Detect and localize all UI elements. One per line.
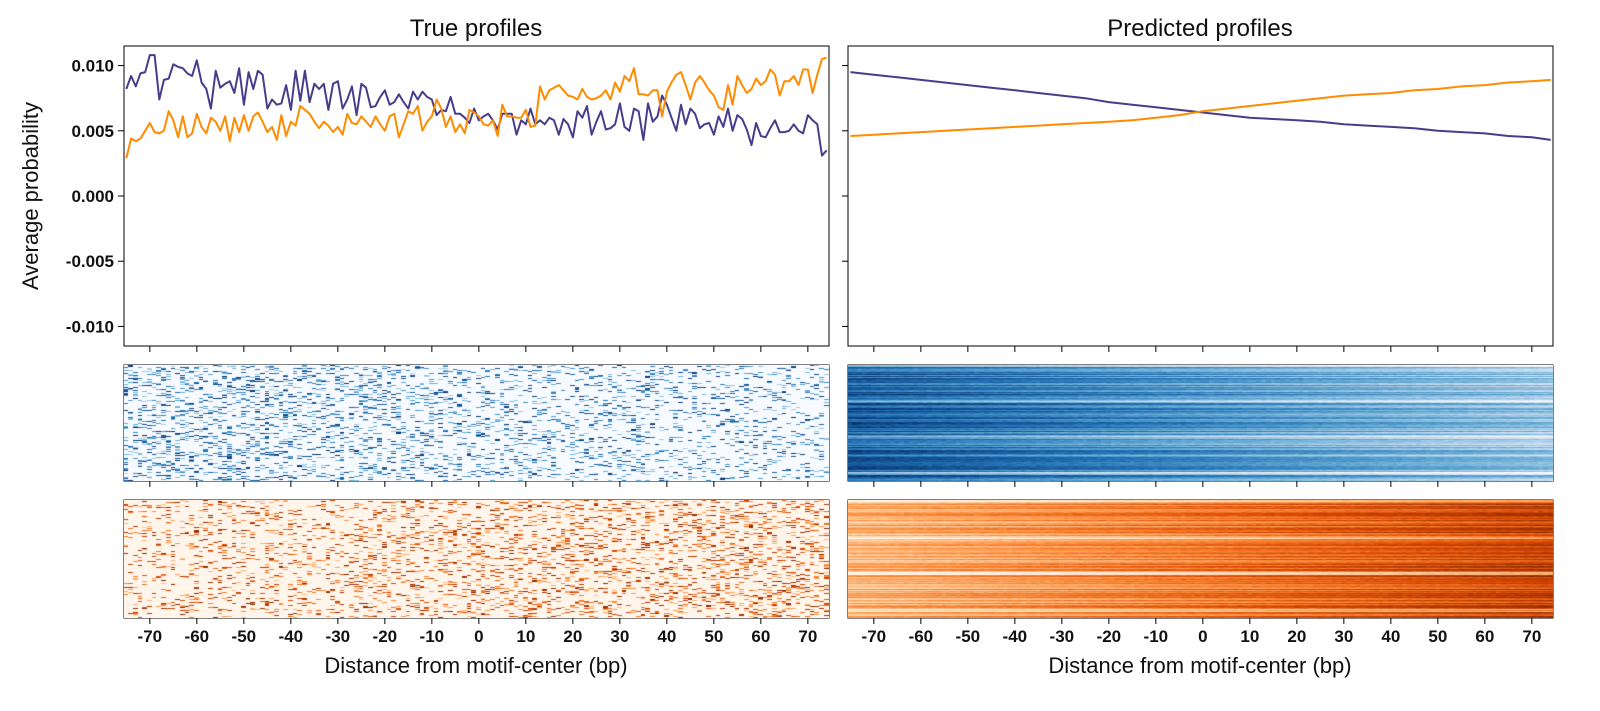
x-tick-label: 40 xyxy=(657,627,676,646)
title-predicted-profiles: Predicted profiles xyxy=(1107,15,1292,42)
x-axis-label-left: Distance from motif-center (bp) xyxy=(324,653,627,678)
x-tick-label: -70 xyxy=(138,627,163,646)
axes-frame xyxy=(847,45,1554,347)
x-tick-label: -70 xyxy=(862,627,887,646)
series-line-positive-predicted xyxy=(850,71,1551,141)
x-tick-label: -20 xyxy=(1097,627,1122,646)
y-tick-label: 0.010 xyxy=(71,57,114,76)
x-axis-label-right: Distance from motif-center (bp) xyxy=(1048,653,1351,678)
x-tick-label: 70 xyxy=(798,627,817,646)
x-tick-label: 60 xyxy=(1475,627,1494,646)
x-tick-label: -30 xyxy=(326,627,351,646)
x-tick-label: 30 xyxy=(610,627,629,646)
x-tick-label: 10 xyxy=(516,627,535,646)
y-axis-label: Average probability xyxy=(18,102,43,290)
x-tick-label: -20 xyxy=(373,627,398,646)
x-tick-label: -30 xyxy=(1050,627,1075,646)
x-tick-label: 40 xyxy=(1381,627,1400,646)
x-tick-label: 30 xyxy=(1334,627,1353,646)
x-tick-label: 50 xyxy=(1428,627,1447,646)
x-tick-label: 60 xyxy=(751,627,770,646)
heatmap-predicted-negative xyxy=(848,500,1553,618)
x-tick-label: -50 xyxy=(956,627,981,646)
y-tick-label: -0.010 xyxy=(66,317,114,336)
heatmap-true-positive xyxy=(124,365,829,481)
x-tick-label: -50 xyxy=(232,627,257,646)
heatmap-true-negative xyxy=(124,500,829,618)
x-tick-label: 0 xyxy=(474,627,483,646)
series-line-negative-predicted xyxy=(850,78,1551,137)
y-tick-label: 0.005 xyxy=(71,122,114,141)
x-tick-label: 70 xyxy=(1522,627,1541,646)
title-true-profiles: True profiles xyxy=(410,15,543,42)
axes-frame xyxy=(123,45,830,347)
series-line-negative-true xyxy=(125,56,827,159)
series-line-positive-true xyxy=(125,54,828,157)
x-tick-label: -10 xyxy=(420,627,445,646)
heatmap-predicted-positive xyxy=(848,365,1553,481)
x-tick-label: 20 xyxy=(563,627,582,646)
x-tick-label: 10 xyxy=(1240,627,1259,646)
x-tick-label: -40 xyxy=(1003,627,1028,646)
x-tick-label: 20 xyxy=(1287,627,1306,646)
x-tick-label: -60 xyxy=(185,627,210,646)
x-tick-label: -40 xyxy=(279,627,304,646)
y-tick-label: 0.000 xyxy=(71,187,114,206)
x-tick-label: -10 xyxy=(1144,627,1169,646)
x-tick-label: 0 xyxy=(1198,627,1207,646)
x-tick-label: -60 xyxy=(909,627,934,646)
y-tick-label: -0.005 xyxy=(66,252,114,271)
x-tick-label: 50 xyxy=(704,627,723,646)
